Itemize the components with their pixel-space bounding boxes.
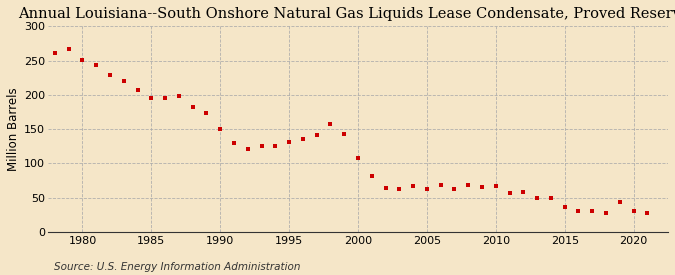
Point (518, 190, 529, 194)
Point (380, 186, 391, 190)
Point (435, 182, 446, 187)
Point (532, 196, 543, 200)
Point (367, 174, 377, 178)
Point (270, 143, 281, 148)
Point (63, 47, 74, 51)
Point (628, 208, 639, 213)
Point (91, 62, 102, 67)
Point (545, 196, 556, 200)
Point (105, 73, 115, 77)
Point (284, 140, 294, 144)
Point (201, 111, 212, 115)
Y-axis label: Million Barrels: Million Barrels (7, 87, 20, 171)
Point (187, 105, 198, 109)
Point (160, 96, 171, 100)
Point (215, 127, 225, 131)
Point (614, 200, 625, 205)
Point (504, 191, 515, 195)
Point (642, 210, 653, 215)
Point (242, 147, 253, 151)
Point (298, 137, 308, 142)
Point (560, 205, 570, 210)
Point (77, 58, 88, 62)
Point (49, 51, 60, 55)
Point (463, 182, 474, 187)
Point (449, 186, 460, 191)
Point (421, 186, 432, 191)
Point (408, 184, 418, 188)
Point (394, 186, 405, 191)
Point (587, 209, 597, 213)
Point (311, 132, 322, 137)
Point (229, 141, 240, 145)
Point (477, 185, 487, 189)
Point (352, 156, 363, 160)
Point (573, 208, 584, 213)
Point (601, 211, 612, 216)
Point (491, 184, 502, 188)
Point (256, 143, 267, 148)
Point (146, 95, 157, 100)
Point (339, 132, 350, 136)
Point (325, 121, 336, 126)
Point (173, 93, 184, 98)
Title: Annual Louisiana--South Onshore Natural Gas Liquids Lease Condensate, Proved Res: Annual Louisiana--South Onshore Natural … (18, 7, 675, 21)
Point (132, 88, 143, 92)
Point (118, 79, 129, 83)
Text: Source: U.S. Energy Information Administration: Source: U.S. Energy Information Administ… (54, 262, 300, 272)
